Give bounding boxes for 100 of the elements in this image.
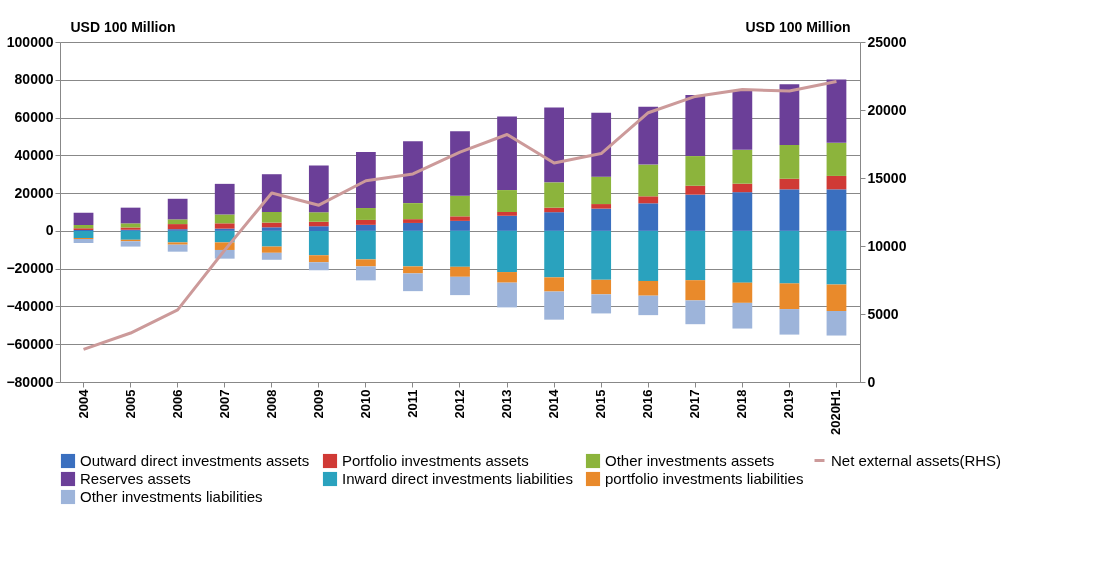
- bar: [261, 227, 282, 231]
- bar: [544, 277, 564, 292]
- legend-label: Outward direct investments assets: [80, 452, 310, 469]
- legend-label: Reserves assets: [80, 470, 191, 487]
- bar: [450, 131, 470, 196]
- x-tick-label: 2005: [122, 389, 138, 419]
- bar: [638, 280, 659, 296]
- bar: [826, 284, 847, 311]
- x-tick-label: 2009: [310, 389, 326, 419]
- legend-label: Net external assets(RHS): [831, 451, 1002, 469]
- bar: [308, 165, 329, 213]
- y-tick-label: 0: [45, 222, 54, 239]
- y-tick-label: 40000: [14, 146, 54, 163]
- bar: [779, 283, 800, 310]
- y-tick-label: 100000: [6, 33, 54, 50]
- bar: [685, 94, 706, 157]
- bar: [403, 266, 423, 274]
- bar: [167, 224, 188, 230]
- bar: [591, 112, 612, 177]
- bar: [638, 203, 659, 231]
- x-tick-label: 2007: [216, 389, 232, 419]
- bar: [544, 230, 564, 278]
- bar: [403, 230, 423, 267]
- y2-tick-label: 10000: [867, 237, 907, 254]
- bar: [497, 272, 517, 283]
- bar: [497, 230, 517, 273]
- y2-axis-title: USD 100 Million: [745, 18, 851, 35]
- bar: [826, 310, 847, 336]
- bar: [403, 222, 423, 231]
- bar: [450, 230, 470, 267]
- bar: [591, 204, 612, 209]
- bar: [214, 223, 235, 229]
- bar: [544, 291, 564, 320]
- y-tick-label: −80000: [6, 373, 54, 390]
- bar: [403, 219, 423, 223]
- bar: [544, 182, 564, 208]
- bar: [685, 280, 706, 301]
- y2-tick-label: 25000: [867, 33, 907, 50]
- x-tick-label: 2017: [687, 389, 703, 419]
- x-tick-label: 2012: [452, 389, 467, 419]
- bar: [732, 149, 753, 184]
- bar: [591, 230, 612, 280]
- bar: [73, 230, 94, 238]
- x-tick-label: 2018: [734, 389, 750, 419]
- bar: [779, 189, 800, 231]
- y-tick-label: −60000: [6, 335, 54, 352]
- bar: [497, 116, 517, 191]
- bar: [497, 212, 517, 216]
- bar: [732, 302, 753, 329]
- line-series: [82, 79, 838, 351]
- bar: [732, 282, 753, 303]
- bar: [826, 230, 847, 285]
- x-tick-label: 2004: [75, 388, 91, 419]
- bar: [591, 294, 612, 314]
- x-tick-label: 2015: [593, 389, 609, 419]
- bar: [167, 198, 188, 220]
- bar: [120, 207, 141, 224]
- bar: [826, 175, 847, 190]
- bar: [779, 230, 800, 284]
- legend-label: Other investments liabilities: [80, 488, 263, 505]
- y-tick-label: −40000: [6, 297, 54, 314]
- y2-tick-label: 0: [867, 373, 876, 390]
- y-tick-label: −20000: [6, 260, 54, 277]
- bar: [167, 242, 188, 245]
- bar: [120, 223, 141, 228]
- bar: [638, 106, 659, 165]
- bar: [356, 219, 376, 225]
- y2-tick-label: 5000: [867, 305, 899, 322]
- bar: [308, 226, 329, 231]
- x-tick-label: 2019: [781, 389, 797, 419]
- bar: [732, 183, 753, 193]
- x-tick-label: 2020H1: [828, 389, 844, 436]
- y-tick-label: 20000: [14, 184, 54, 201]
- bar: [450, 220, 470, 231]
- bar: [450, 266, 470, 277]
- bar: [167, 244, 188, 252]
- bar: [779, 178, 800, 190]
- bar: [732, 192, 753, 231]
- bar: [120, 241, 141, 247]
- bar: [167, 219, 188, 225]
- bar: [167, 230, 188, 243]
- bar: [356, 224, 376, 231]
- bar: [450, 216, 470, 221]
- x-tick-label: 2008: [263, 389, 279, 419]
- bar: [450, 195, 470, 217]
- bar: [685, 230, 706, 281]
- bar: [732, 230, 753, 283]
- bar: [544, 107, 564, 183]
- bar: [403, 141, 423, 204]
- bar: [685, 300, 706, 325]
- bar: [638, 230, 659, 281]
- legend-label: Portfolio investments assets: [342, 452, 529, 469]
- bar: [261, 230, 282, 247]
- bar: [214, 214, 235, 224]
- bar: [638, 164, 659, 197]
- y-tick-label: 80000: [14, 71, 54, 88]
- x-tick-label: 2014: [546, 388, 562, 419]
- x-tick-label: 2016: [640, 389, 656, 419]
- bar: [497, 190, 517, 212]
- bar: [356, 230, 376, 260]
